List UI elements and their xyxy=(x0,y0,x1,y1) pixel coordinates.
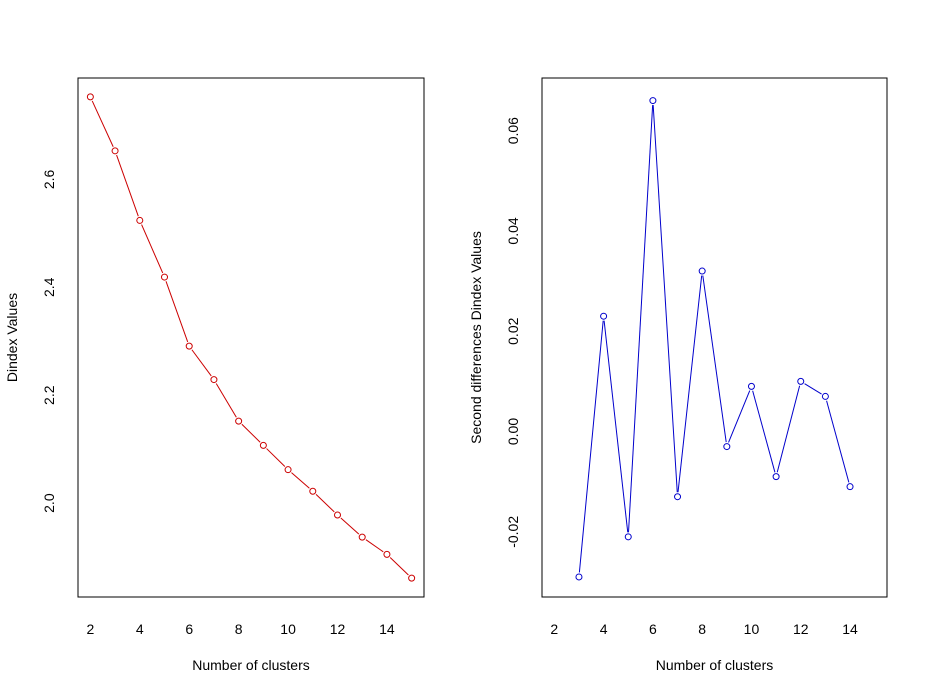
data-point xyxy=(235,417,243,425)
x-tick-label: 4 xyxy=(600,621,608,637)
data-point xyxy=(111,147,119,155)
x-axis-label: Number of clusters xyxy=(192,657,309,673)
x-axis-label: Number of clusters xyxy=(656,657,773,673)
series-line-segment xyxy=(578,320,604,573)
series-line-segment xyxy=(702,275,727,443)
data-point xyxy=(575,573,583,581)
x-tick-label: 4 xyxy=(136,621,144,637)
series-line-segment xyxy=(752,390,776,473)
data-point xyxy=(624,533,632,541)
series-line-segment xyxy=(628,105,654,533)
plot-frame xyxy=(541,77,888,598)
data-point xyxy=(772,473,780,481)
series-line-segment xyxy=(603,320,629,533)
x-tick-label: 6 xyxy=(649,621,657,637)
data-point xyxy=(383,550,391,558)
series-line-segment xyxy=(340,517,360,535)
x-tick-label: 14 xyxy=(842,621,858,637)
x-tick-label: 6 xyxy=(185,621,193,637)
x-tick-label: 14 xyxy=(379,621,395,637)
series-line-segment xyxy=(826,400,850,483)
x-tick-label: 8 xyxy=(698,621,706,637)
y-tick-label: 2.0 xyxy=(41,493,57,513)
y-tick-label: 2.6 xyxy=(41,169,57,189)
series-line-segment xyxy=(266,448,286,467)
series-line-segment xyxy=(91,100,114,147)
data-point xyxy=(846,483,854,491)
data-point xyxy=(674,493,682,501)
series-line-segment xyxy=(141,224,164,274)
x-tick-label: 2 xyxy=(550,621,558,637)
data-point xyxy=(723,443,731,451)
series-line-segment xyxy=(116,154,139,217)
data-point xyxy=(86,93,94,101)
data-point xyxy=(136,216,144,224)
x-tick-label: 10 xyxy=(744,621,760,637)
series-line-segment xyxy=(165,281,189,343)
series-line-segment xyxy=(191,349,212,377)
y-axis-label: Dindex Values xyxy=(4,293,20,382)
x-tick-label: 12 xyxy=(793,621,809,637)
y-tick-label: 2.2 xyxy=(41,385,57,405)
y-tick-label: 2.4 xyxy=(41,277,57,297)
x-tick-label: 8 xyxy=(235,621,243,637)
data-point xyxy=(358,533,366,541)
data-point xyxy=(334,511,341,519)
data-point xyxy=(747,382,755,390)
data-point xyxy=(210,376,218,384)
y-tick-label: 0.04 xyxy=(505,217,521,244)
data-point xyxy=(698,267,706,275)
x-tick-label: 2 xyxy=(86,621,94,637)
series-line-segment xyxy=(728,390,751,443)
data-point xyxy=(161,273,168,281)
data-point xyxy=(408,574,416,582)
x-tick-label: 10 xyxy=(280,621,296,637)
series-line-segment xyxy=(652,105,678,493)
y-tick-label: 0.00 xyxy=(505,418,521,445)
series-line-segment xyxy=(365,539,384,553)
series-line-segment xyxy=(677,275,703,493)
y-axis-label: Second differences Dindex Values xyxy=(468,231,484,444)
data-point xyxy=(600,312,608,320)
series-line-segment xyxy=(389,557,409,576)
data-point xyxy=(797,377,805,385)
data-point xyxy=(649,97,657,105)
series-line-segment xyxy=(315,494,335,513)
x-tick-label: 12 xyxy=(330,621,346,637)
y-tick-label: -0.02 xyxy=(505,516,521,548)
series-line-segment xyxy=(776,385,801,473)
left-panel-dindex: 2 4 6 8 10 12 14 2.0 2.2 2.4 2.6 Number of clusters… xyxy=(4,77,425,673)
data-point xyxy=(821,392,829,400)
series-line-segment xyxy=(804,383,822,395)
series-line-segment xyxy=(241,423,261,443)
right-panel-second-differences: 2 4 6 8 10 12 14 -0.02 0.00 0.02 0.04 0.06 Number of… xyxy=(468,77,888,673)
data-point xyxy=(185,342,193,350)
y-tick-label: 0.06 xyxy=(505,117,521,144)
data-point xyxy=(284,466,292,474)
series-line-segment xyxy=(291,472,310,489)
data-point xyxy=(259,441,267,449)
series-line-segment xyxy=(215,383,237,418)
plot-frame xyxy=(77,77,425,598)
y-tick-label: 0.02 xyxy=(505,317,521,344)
data-point xyxy=(309,487,317,495)
